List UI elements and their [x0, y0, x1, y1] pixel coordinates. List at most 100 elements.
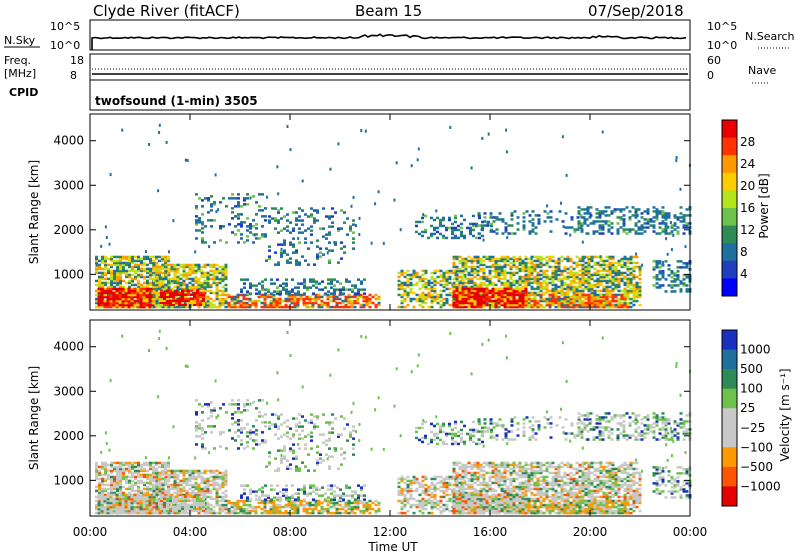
- power-cell: [95, 279, 98, 283]
- power-cell: [455, 293, 459, 297]
- power-cell: [442, 216, 445, 220]
- power-cell: [467, 291, 471, 295]
- power-cell: [142, 301, 146, 305]
- velocity-cell: [152, 489, 156, 493]
- cpid-label: CPID: [9, 86, 38, 99]
- power-cell: [488, 273, 492, 277]
- power-cell: [354, 292, 357, 295]
- power-cell: [145, 295, 149, 299]
- power-cell: [131, 255, 134, 259]
- power-cell: [335, 301, 339, 305]
- power-cell: [209, 263, 213, 267]
- power-cell: [333, 288, 336, 291]
- power-cell: [581, 279, 585, 283]
- power-cell: [542, 275, 546, 279]
- power-cell: [439, 275, 443, 279]
- power-cell: [590, 265, 594, 269]
- power-cell: [106, 301, 110, 305]
- power-cell: [503, 271, 507, 275]
- power-cell: [596, 295, 600, 299]
- power-cell: [215, 305, 219, 309]
- power-cell: [326, 295, 330, 299]
- power-cell: [608, 299, 612, 303]
- velocity-cell: [185, 489, 189, 493]
- power-cell: [270, 278, 273, 281]
- power-cell: [635, 261, 639, 265]
- power-cell: [167, 283, 171, 287]
- power-cell: [527, 297, 531, 301]
- power-cell: [503, 289, 507, 293]
- power-cell: [155, 261, 158, 265]
- power-cell: [119, 285, 122, 289]
- power-cell: [158, 287, 162, 291]
- velocity-cell: [124, 511, 128, 515]
- power-cell: [275, 297, 279, 301]
- velocity-cell: [95, 511, 98, 515]
- power-cell: [362, 297, 366, 301]
- power-cell: [485, 297, 489, 301]
- power-cell: [121, 303, 125, 307]
- power-cell: [652, 230, 656, 233]
- power-cell: [506, 291, 510, 295]
- power-cell: [356, 297, 360, 301]
- power-cell: [409, 283, 413, 287]
- velocity-cell: [155, 463, 158, 467]
- power-cell: [479, 297, 483, 301]
- power-cell: [527, 301, 531, 305]
- power-cell: [236, 297, 240, 301]
- power-cell: [286, 261, 289, 264]
- power-cell: [655, 260, 659, 263]
- power-cell: [134, 283, 137, 287]
- power-cell: [581, 305, 585, 309]
- power-cell: [494, 273, 498, 277]
- power-cell: [230, 295, 234, 299]
- power-cell: [127, 291, 131, 295]
- power-cell: [509, 281, 513, 285]
- power-cell: [182, 275, 186, 279]
- power-cell: [139, 287, 143, 291]
- power-cell: [313, 217, 316, 220]
- power-cell: [563, 283, 567, 287]
- power-cell: [479, 267, 483, 271]
- power-cell: [619, 226, 623, 229]
- power-cell: [491, 301, 495, 305]
- power-cell: [488, 269, 492, 273]
- power-cell: [452, 283, 456, 287]
- power-cell: [533, 293, 537, 297]
- power-cell: [352, 237, 355, 240]
- velocity-cell: [164, 471, 168, 475]
- power-cell: [623, 271, 627, 275]
- power-cell: [572, 295, 576, 299]
- power-cell: [596, 285, 600, 289]
- power-cell: [170, 277, 174, 281]
- power-cell: [106, 287, 110, 291]
- power-cell: [527, 281, 531, 285]
- velocity-cell: [119, 469, 122, 473]
- power-cell: [107, 267, 110, 271]
- power-cell: [475, 224, 478, 228]
- power-cell: [415, 224, 418, 228]
- velocity-cell: [106, 501, 110, 505]
- power-cell: [191, 267, 195, 271]
- power-cell: [230, 303, 234, 307]
- power-cell: [557, 273, 561, 277]
- power-cell: [182, 269, 186, 273]
- power-cell: [412, 297, 416, 301]
- power-cell: [231, 211, 234, 214]
- power-cell: [524, 303, 528, 307]
- power-cell: [137, 285, 140, 289]
- power-cell: [109, 293, 113, 297]
- power-cell: [602, 285, 606, 289]
- power-cell: [608, 281, 612, 285]
- power-cell: [452, 287, 456, 291]
- velocity-cell: [152, 461, 155, 465]
- power-cell: [152, 267, 156, 271]
- power-cell: [172, 291, 175, 294]
- power-cell: [291, 278, 294, 281]
- power-cell: [400, 271, 404, 275]
- power-cell: [539, 303, 543, 307]
- power-cell: [485, 289, 489, 293]
- power-cell: [409, 275, 413, 279]
- power-cell: [195, 237, 198, 240]
- power-cell: [536, 277, 540, 281]
